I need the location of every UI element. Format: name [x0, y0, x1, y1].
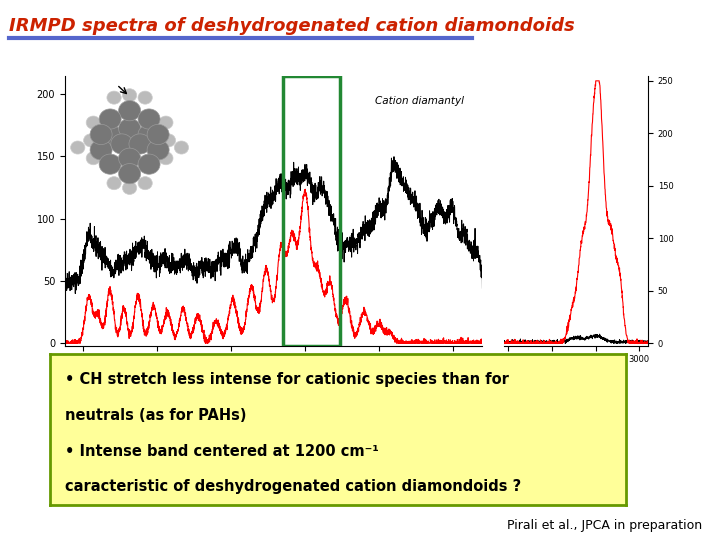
Text: Cation diamantyl: Cation diamantyl: [375, 96, 464, 106]
Circle shape: [161, 134, 176, 147]
Bar: [283, 76, 340, 346]
Circle shape: [138, 91, 153, 104]
Circle shape: [119, 148, 140, 168]
Circle shape: [86, 116, 101, 129]
Circle shape: [122, 181, 137, 194]
Circle shape: [159, 116, 173, 129]
Circle shape: [119, 164, 140, 184]
Circle shape: [138, 154, 160, 174]
Circle shape: [86, 152, 101, 165]
Text: • CH stretch less intense for cationic species than for: • CH stretch less intense for cationic s…: [65, 372, 508, 387]
Text: neutrals (as for PAHs): neutrals (as for PAHs): [65, 408, 246, 423]
Circle shape: [129, 134, 151, 154]
Circle shape: [147, 124, 169, 145]
Circle shape: [138, 177, 153, 190]
Circle shape: [119, 118, 140, 139]
Circle shape: [107, 177, 121, 190]
Circle shape: [99, 124, 121, 145]
X-axis label: Wavenumbers (cm$^{-1}$): Wavenumbers (cm$^{-1}$): [212, 371, 335, 388]
Circle shape: [71, 141, 85, 154]
Circle shape: [159, 152, 173, 165]
Circle shape: [174, 141, 189, 154]
Circle shape: [119, 100, 140, 121]
Circle shape: [90, 140, 112, 160]
Text: • Intense band centered at 1200 cm⁻¹: • Intense band centered at 1200 cm⁻¹: [65, 444, 379, 460]
Text: caracteristic of deshydrogenated cation diamondoids ?: caracteristic of deshydrogenated cation …: [65, 479, 521, 494]
Text: IRMPD spectra of deshydrogenated cation diamondoids: IRMPD spectra of deshydrogenated cation …: [9, 17, 575, 35]
Text: Pirali et al., JPCA in preparation: Pirali et al., JPCA in preparation: [507, 519, 702, 532]
Circle shape: [138, 124, 160, 145]
Circle shape: [111, 134, 133, 154]
Circle shape: [90, 124, 112, 145]
Circle shape: [99, 154, 121, 174]
Circle shape: [99, 109, 121, 129]
Circle shape: [147, 140, 169, 160]
Circle shape: [107, 91, 121, 104]
Circle shape: [138, 109, 160, 129]
Circle shape: [84, 134, 98, 147]
Circle shape: [122, 89, 137, 102]
